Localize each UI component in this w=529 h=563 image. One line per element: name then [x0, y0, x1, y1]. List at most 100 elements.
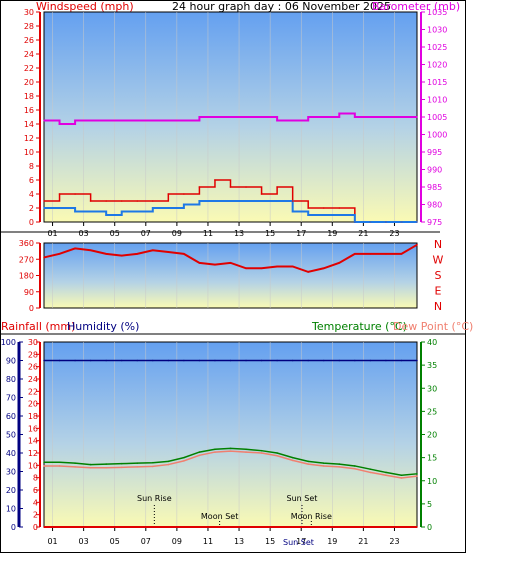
y-tick-label: 24: [24, 50, 34, 59]
data-point: [369, 471, 372, 474]
x-tick-label: 15: [265, 537, 275, 546]
data-point: [338, 526, 341, 528]
data-point: [276, 119, 278, 122]
x-tick-label: 09: [172, 537, 182, 546]
data-point: [89, 463, 92, 466]
y-tick-label: 1005: [427, 113, 447, 122]
y-tick-label: 18: [28, 412, 38, 421]
y-tick-label: 70: [6, 394, 16, 403]
y-tick-label: 15: [427, 454, 437, 463]
data-point: [338, 359, 341, 362]
data-point: [120, 200, 123, 202]
y-tick-label: 16: [24, 106, 34, 115]
data-point: [43, 119, 45, 122]
y-tick-label: 5: [427, 500, 432, 509]
data-point: [136, 253, 139, 255]
y-tick-label: 90: [24, 288, 34, 297]
wind-x-ticks: 01 03 05 07 09 11 13 15 17 19 21 23: [47, 222, 400, 238]
data-point: [43, 207, 45, 209]
data-point: [89, 119, 92, 122]
x-tick-label: 21: [358, 537, 368, 546]
data-point: [58, 359, 61, 362]
windspeed-title: Windspeed (mph): [36, 0, 134, 13]
data-point: [416, 221, 418, 223]
data-point: [245, 359, 247, 362]
data-point: [291, 359, 294, 362]
data-point: [291, 456, 294, 459]
y-tick-label: 100: [1, 338, 16, 347]
data-point: [43, 359, 45, 362]
temp-series: [43, 359, 418, 528]
data-point: [183, 253, 185, 255]
data-point: [183, 119, 185, 122]
data-point: [167, 463, 170, 466]
data-point: [338, 214, 341, 216]
data-point: [354, 221, 356, 223]
data-point: [322, 462, 325, 464]
data-point: [183, 460, 185, 462]
y-tick-label: 360: [19, 239, 34, 248]
data-point: [229, 262, 232, 264]
data-point: [151, 359, 154, 362]
data-point: [400, 221, 403, 223]
data-point: [89, 210, 92, 213]
y-tick-label: 985: [427, 183, 442, 192]
data-point: [322, 465, 325, 467]
data-point: [260, 526, 263, 528]
data-point: [58, 526, 61, 528]
y-tick-label: 60: [6, 412, 16, 421]
data-point: [276, 265, 278, 268]
data-point: [198, 116, 201, 118]
data-point: [58, 253, 61, 255]
graph-title: 24 hour graph day : 06 November 2025: [172, 0, 391, 13]
data-point: [369, 116, 372, 118]
x-tick-label: 23: [389, 229, 399, 238]
data-point: [136, 466, 139, 468]
data-point: [167, 359, 170, 362]
data-point: [167, 526, 170, 528]
data-point: [307, 207, 310, 209]
data-point: [214, 200, 216, 202]
data-point: [167, 207, 170, 209]
x-tick-label: 03: [79, 537, 89, 546]
y-tick-label: 990: [427, 166, 442, 175]
data-point: [214, 526, 216, 528]
data-point: [151, 526, 154, 528]
y-tick-label: 6: [33, 486, 38, 495]
y-tick-label: 2: [33, 511, 38, 520]
data-point: [291, 526, 294, 528]
compass-label: N: [434, 300, 442, 313]
event-label: Moon Rise: [291, 512, 332, 521]
y-tick-label: 12: [28, 449, 38, 458]
data-point: [229, 116, 232, 118]
data-point: [276, 359, 278, 362]
y-tick-label: 1000: [427, 131, 447, 140]
data-point: [183, 456, 185, 459]
data-point: [385, 116, 387, 118]
data-point: [136, 359, 139, 362]
data-point: [214, 359, 216, 362]
x-tick-label: 17: [296, 229, 306, 238]
x-tick-label: 19: [327, 537, 337, 546]
y-tick-label: 80: [6, 375, 16, 384]
y-tick-label: 14: [28, 437, 38, 446]
data-point: [229, 359, 232, 362]
data-point: [167, 193, 170, 195]
data-point: [338, 466, 341, 468]
x-tick-label: 07: [141, 229, 151, 238]
data-point: [136, 526, 139, 528]
data-point: [214, 263, 216, 266]
data-point: [74, 466, 76, 468]
data-point: [400, 253, 403, 255]
data-point: [322, 526, 325, 528]
data-point: [105, 200, 107, 202]
data-point: [58, 193, 61, 195]
y-tick-label: 30: [24, 8, 34, 17]
data-point: [198, 359, 201, 362]
compass-label: N: [434, 238, 442, 251]
data-point: [214, 448, 216, 451]
x-tick-label: 01: [47, 229, 57, 238]
y-tick-label: 28: [28, 350, 38, 359]
